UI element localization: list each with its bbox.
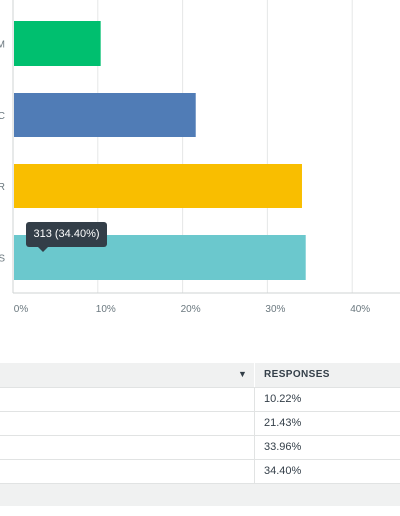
category-label: M: [0, 40, 5, 51]
column-divider: [254, 436, 255, 459]
response-percent: 21.43%: [264, 417, 302, 429]
table-row: 21.43%: [0, 412, 400, 436]
column-divider: [254, 363, 255, 387]
x-tick-label: 30%: [265, 304, 285, 315]
column-divider: [254, 388, 255, 411]
column-divider: [254, 412, 255, 435]
column-divider: [254, 460, 255, 483]
table-footer: [0, 484, 400, 506]
bar-r[interactable]: [14, 164, 302, 208]
x-tick-label: 10%: [96, 304, 116, 315]
sort-down-icon[interactable]: ▼: [238, 369, 247, 379]
chart-tooltip: 313 (34.40%): [26, 222, 107, 252]
responses-column-header[interactable]: RESPONSES: [264, 369, 330, 380]
table-row: 10.22%: [0, 388, 400, 412]
response-percent: 10.22%: [264, 393, 302, 405]
response-percent: 33.96%: [264, 441, 302, 453]
table-row: 34.40%: [0, 460, 400, 484]
category-label: S: [0, 254, 5, 265]
category-label: R: [0, 182, 5, 193]
responses-table: ▼ RESPONSES 10.22% 21.43% 33.96% 34.40%: [0, 363, 400, 506]
bar-m[interactable]: [14, 21, 101, 66]
bar-c[interactable]: [14, 93, 196, 137]
response-percent: 34.40%: [264, 465, 302, 477]
category-label: C: [0, 111, 5, 122]
x-tick-label: 0%: [14, 304, 29, 315]
x-tick-label: 20%: [181, 304, 201, 315]
table-header: ▼ RESPONSES: [0, 363, 400, 388]
x-tick-label: 40%: [350, 304, 370, 315]
table-row: 33.96%: [0, 436, 400, 460]
